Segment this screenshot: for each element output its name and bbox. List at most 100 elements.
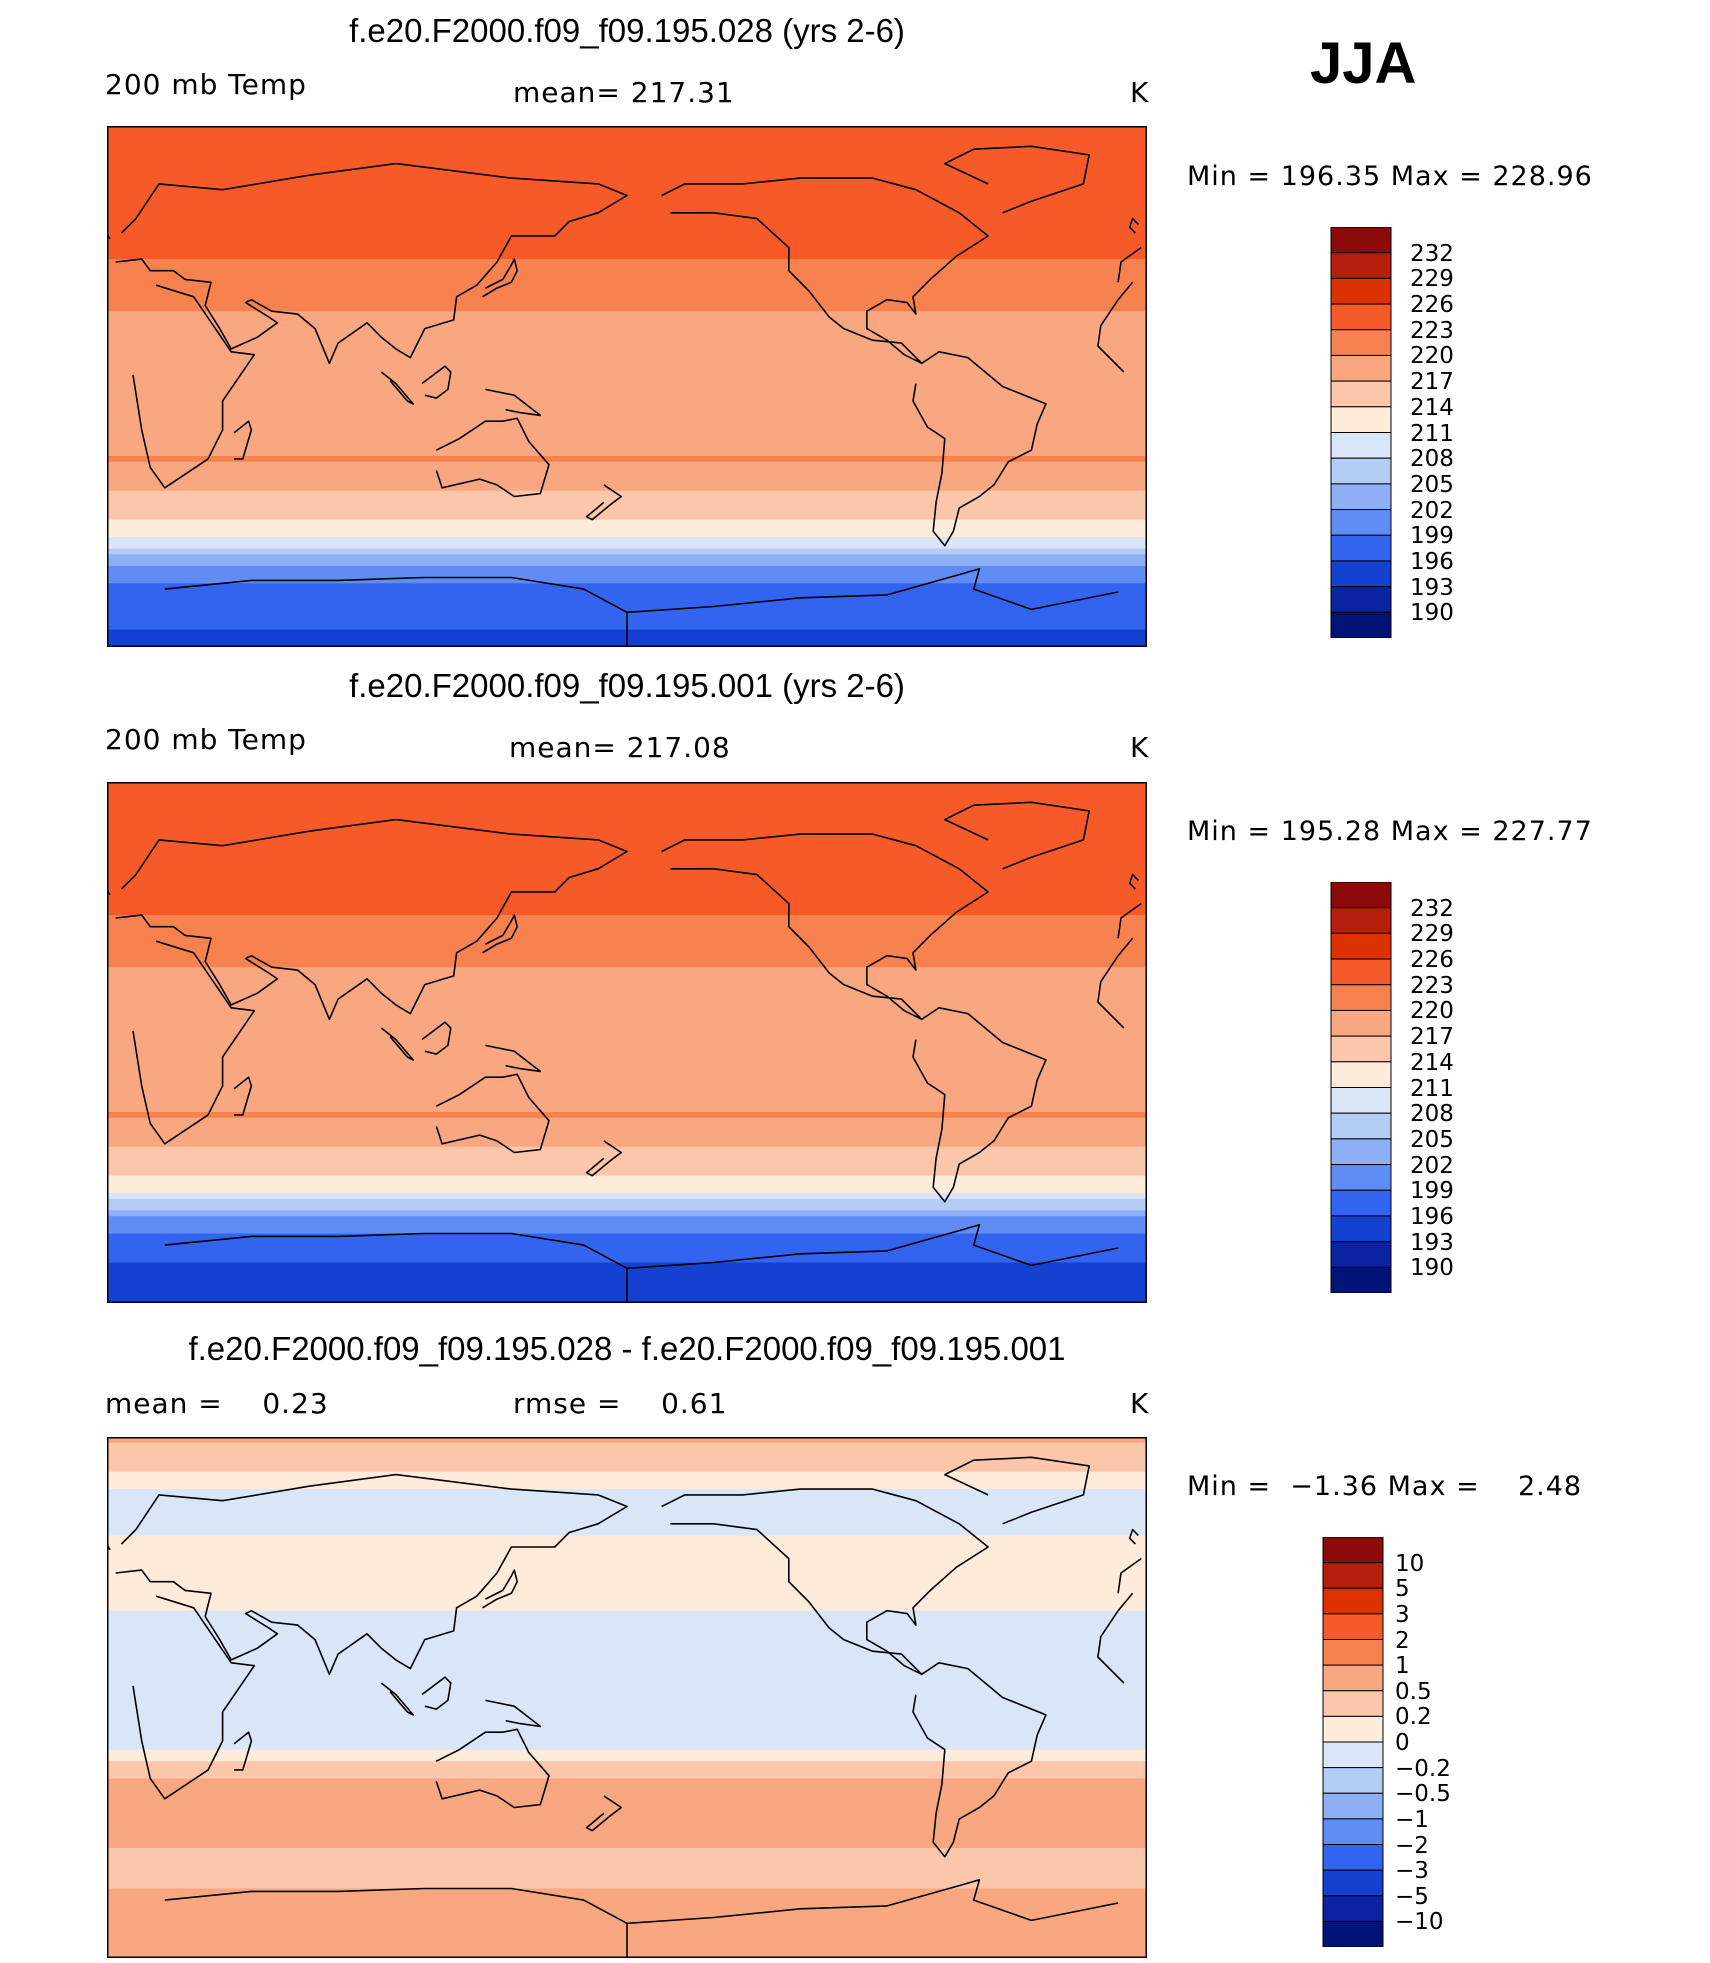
contour-band bbox=[107, 1894, 1147, 1901]
contour-band bbox=[107, 834, 1147, 841]
colorbar-swatch bbox=[1322, 1895, 1384, 1922]
contour-band bbox=[107, 1083, 1147, 1090]
contour-band bbox=[107, 311, 1147, 318]
colorbar-tick-label: 211 bbox=[1410, 420, 1454, 447]
panel-3-rmse-label: rmse = 0.61 bbox=[513, 1387, 728, 1420]
colorbar-swatch bbox=[1330, 277, 1392, 305]
contour-band bbox=[107, 589, 1147, 596]
colorbar-tick-label: 217 bbox=[1410, 1024, 1454, 1051]
contour-band bbox=[107, 154, 1147, 162]
contour-band bbox=[107, 863, 1147, 870]
contour-band bbox=[107, 1859, 1147, 1866]
contour-band bbox=[107, 328, 1147, 335]
colorbar-tick-label: 199 bbox=[1410, 523, 1454, 550]
colorbar-swatch bbox=[1330, 1009, 1392, 1037]
contour-band bbox=[107, 577, 1147, 584]
contour-band bbox=[107, 961, 1147, 968]
contour-band bbox=[107, 340, 1147, 347]
contour-band bbox=[107, 1239, 1147, 1246]
coastline bbox=[435, 1073, 550, 1154]
coastline bbox=[485, 1699, 542, 1728]
colorbar-tick-label: 0.5 bbox=[1395, 1678, 1432, 1705]
contour-band bbox=[107, 1198, 1147, 1206]
contour-band bbox=[107, 1465, 1147, 1473]
colorbar-swatch bbox=[1330, 227, 1392, 254]
panel-1-map bbox=[107, 126, 1147, 647]
colorbar-swatch bbox=[1322, 1818, 1384, 1846]
coastline bbox=[1117, 1557, 1142, 1594]
contour-band bbox=[107, 1610, 1147, 1618]
contour-band bbox=[107, 461, 1147, 469]
colorbar-swatch bbox=[1322, 1741, 1384, 1769]
colorbar-tick-label: 214 bbox=[1410, 394, 1454, 421]
colorbar-swatch bbox=[1330, 534, 1392, 562]
map-frame bbox=[107, 782, 1147, 1303]
coastline bbox=[115, 1473, 628, 1676]
colorbar-swatch bbox=[1330, 1241, 1392, 1268]
panel-1-mean-label: mean= 217.31 bbox=[513, 76, 735, 109]
contour-band bbox=[107, 253, 1147, 260]
colorbar-tick-label: 211 bbox=[1410, 1075, 1454, 1102]
colorbar-swatch bbox=[1322, 1844, 1384, 1871]
colorbar-tick-label: −5 bbox=[1395, 1883, 1429, 1910]
contour-band bbox=[107, 1019, 1147, 1026]
contour-band bbox=[107, 880, 1147, 887]
contour-band bbox=[107, 1616, 1147, 1623]
colorbar-tick-label: −1 bbox=[1395, 1806, 1429, 1833]
panel-1-title: f.e20.F2000.f09_f09.195.028 (yrs 2-6) bbox=[349, 12, 905, 49]
contour-band bbox=[107, 1025, 1147, 1032]
coastline bbox=[585, 1140, 623, 1177]
contour-band bbox=[107, 1865, 1147, 1872]
panel-2-map bbox=[107, 782, 1147, 1303]
contour-band bbox=[107, 374, 1147, 382]
contour-band bbox=[107, 172, 1147, 179]
coastline bbox=[132, 940, 256, 1145]
coastline bbox=[585, 484, 623, 521]
contour-band bbox=[107, 386, 1147, 393]
colorbar-swatch bbox=[1330, 984, 1392, 1011]
contour-band bbox=[107, 1575, 1147, 1583]
contour-band bbox=[107, 1494, 1147, 1502]
contour-band bbox=[107, 1853, 1147, 1861]
contour-band bbox=[107, 1645, 1147, 1652]
coastline bbox=[1097, 1592, 1134, 1684]
contour-band bbox=[107, 990, 1147, 997]
colorbar-tick-label: 229 bbox=[1410, 921, 1454, 948]
colorbar-swatch bbox=[1322, 1690, 1384, 1717]
contour-band bbox=[107, 1888, 1147, 1895]
contour-band bbox=[107, 1761, 1147, 1768]
coastline bbox=[164, 1887, 628, 1958]
coastline bbox=[435, 1728, 550, 1809]
colorbar-tick-label: 190 bbox=[1410, 600, 1454, 627]
contour-band bbox=[107, 392, 1147, 399]
contour-band bbox=[107, 334, 1147, 341]
coastline bbox=[115, 162, 628, 365]
colorbar-tick-label: 205 bbox=[1410, 471, 1454, 498]
contour-band bbox=[107, 1129, 1147, 1136]
contour-band bbox=[107, 1111, 1147, 1119]
contour-band bbox=[107, 357, 1147, 364]
contour-band bbox=[107, 288, 1147, 295]
contour-band bbox=[107, 322, 1147, 330]
contour-band bbox=[107, 178, 1147, 185]
contour-band bbox=[107, 1442, 1147, 1450]
panel-3-map bbox=[107, 1437, 1147, 1958]
contour-band bbox=[107, 1100, 1147, 1107]
contour-band bbox=[107, 207, 1147, 214]
colorbar-swatch bbox=[1322, 1537, 1384, 1564]
contour-band bbox=[107, 1454, 1147, 1461]
contour-band bbox=[107, 973, 1147, 980]
contour-band bbox=[107, 484, 1147, 492]
colorbar-swatch bbox=[1330, 1112, 1392, 1140]
contour-band bbox=[107, 1013, 1147, 1020]
contour-band bbox=[107, 1720, 1147, 1728]
panel-1-colorbar-labels: 232 229 226 223 220 217 214 211 208 205 202 199 196 1… bbox=[1410, 227, 1490, 638]
contour-band bbox=[107, 450, 1147, 457]
coastline bbox=[421, 365, 452, 399]
contour-band bbox=[107, 1094, 1147, 1101]
coastline bbox=[943, 145, 1091, 214]
colorbar-swatch bbox=[1322, 1613, 1384, 1641]
contour-band bbox=[107, 398, 1147, 405]
contour-band bbox=[107, 1077, 1147, 1084]
coastline bbox=[626, 1223, 1119, 1270]
